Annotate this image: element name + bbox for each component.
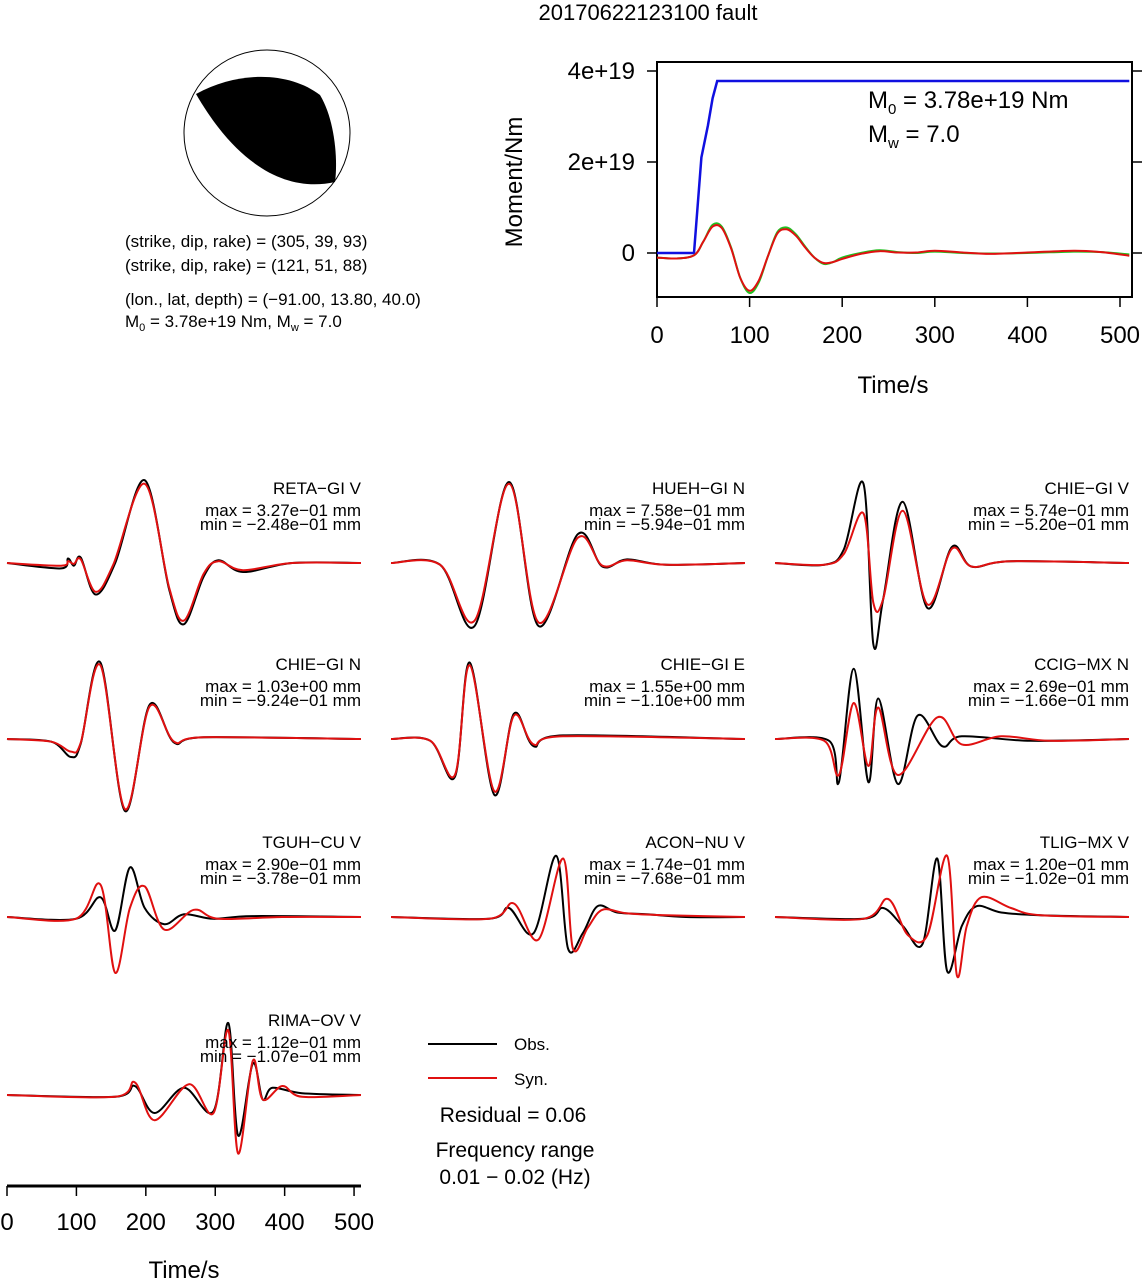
station-name: CHIE−GI V (1044, 479, 1129, 498)
observed-trace (6, 866, 362, 932)
beachball (183, 49, 351, 217)
station-name: CHIE−GI N (276, 655, 362, 674)
frequency-range-value: 0.01 − 0.02 (Hz) (439, 1166, 590, 1189)
legend: Obs. Syn. Residual = 0.06 Frequency rang… (428, 1035, 594, 1189)
station-min: min = −1.66e−01 mm (968, 691, 1129, 710)
station-max: max = 1.03e+00 mm (205, 677, 361, 696)
station-min: min = −5.20e−01 mm (968, 515, 1129, 534)
station-min: min = −3.78e−01 mm (200, 869, 361, 888)
moment-plot-lines (656, 79, 1130, 295)
legend-obs-label: Obs. (514, 1035, 550, 1054)
moment-xtick-label: 400 (1007, 322, 1047, 349)
nodal-plane-2: (strike, dip, rake) = (121, 51, 88) (125, 256, 367, 275)
moment-xtick-label: 100 (730, 322, 770, 349)
station-min: min = −2.48e−01 mm (200, 515, 361, 534)
cumulative-moment-line (657, 79, 1130, 255)
time-axis-tick-label: 0 (0, 1209, 13, 1236)
observed-trace (6, 1021, 362, 1137)
synthetic-trace (6, 1029, 362, 1155)
waveform-time-axis: 0 100 200 300 400 500 Time/s (0, 1184, 374, 1281)
synthetic-trace (774, 701, 1130, 777)
station-max: max = 5.74e−01 mm (973, 501, 1129, 520)
time-axis-label: Time/s (148, 1257, 219, 1281)
moment-rate-red-line (656, 224, 1130, 292)
moment-plot-ticks: 0 100 200 300 400 500 0 2e+19 4e+19 (568, 58, 1142, 349)
observed-trace (774, 667, 1130, 786)
station-name: CHIE−GI E (660, 655, 745, 674)
time-axis-tick-label: 100 (56, 1209, 96, 1236)
moment-summary: M0 = 3.78e+19 Nm, Mw = 7.0 (125, 312, 342, 334)
time-axis-tick-label: 500 (334, 1209, 374, 1236)
moment-xtick-label: 300 (915, 322, 955, 349)
residual-label: Residual = 0.06 (440, 1104, 587, 1127)
nodal-plane-1: (strike, dip, rake) = (305, 39, 93) (125, 232, 367, 251)
frequency-range-label: Frequency range (436, 1139, 595, 1162)
synthetic-trace (774, 509, 1130, 613)
station-min: min = −1.10e+00 mm (584, 691, 745, 710)
station-name: TGUH−CU V (262, 833, 361, 852)
moment-rate-chart: 0 100 200 300 400 500 0 2e+19 4e+19 M0 = 3.78e+1… (501, 58, 1142, 399)
station-max: max = 7.58e−01 mm (589, 501, 745, 520)
moment-annotation-m0: M0 = 3.78e+19 Nm (868, 87, 1068, 118)
mechanism-text: (strike, dip, rake) = (305, 39, 93) (str… (125, 232, 421, 334)
station-min: min = −9.24e−01 mm (200, 691, 361, 710)
station-max: max = 1.74e−01 mm (589, 855, 745, 874)
compressional-quadrant (196, 76, 337, 185)
moment-plot-frame (656, 61, 1133, 298)
moment-xtick-label: 0 (650, 322, 663, 349)
station-name: ACON−NU V (645, 833, 745, 852)
station-min: min = −1.02e−01 mm (968, 869, 1129, 888)
station-name: RETA−GI V (273, 479, 362, 498)
station-max: max = 3.27e−01 mm (205, 501, 361, 520)
station-min: min = −7.68e−01 mm (584, 869, 745, 888)
moment-ylabel: Moment/Nm (501, 117, 528, 248)
moment-ytick-label: 4e+19 (568, 58, 635, 85)
moment-ytick-label: 2e+19 (568, 149, 635, 176)
synthetic-trace (390, 482, 746, 624)
station-min: min = −1.07e−01 mm (200, 1047, 361, 1066)
event-location: (lon., lat, depth) = (−91.00, 13.80, 40.… (125, 290, 421, 309)
moment-xtick-label: 500 (1100, 322, 1140, 349)
time-axis-tick-label: 400 (265, 1209, 305, 1236)
moment-xtick-label: 200 (822, 322, 862, 349)
synthetic-trace (6, 482, 362, 622)
time-axis-ticks: 0 100 200 300 400 500 (0, 1186, 374, 1236)
station-max: max = 1.55e+00 mm (589, 677, 745, 696)
legend-syn-label: Syn. (514, 1070, 548, 1089)
station-name: TLIG−MX V (1040, 833, 1130, 852)
synthetic-trace (390, 857, 746, 953)
moment-ytick-label: 0 (622, 240, 635, 267)
moment-xlabel: Time/s (857, 372, 928, 399)
moment-rate-green-line (656, 222, 1130, 295)
station-max: max = 2.69e−01 mm (973, 677, 1129, 696)
moment-annotation-mw: Mw = 7.0 (868, 121, 960, 152)
synthetic-trace (390, 664, 746, 793)
station-name: CCIG−MX N (1034, 655, 1129, 674)
station-name: HUEH−GI N (652, 479, 745, 498)
station-max: max = 2.90e−01 mm (205, 855, 361, 874)
observed-trace (774, 857, 1130, 974)
time-axis-tick-label: 300 (195, 1209, 235, 1236)
station-name: RIMA−OV V (268, 1011, 362, 1030)
station-min: min = −5.94e−01 mm (584, 515, 745, 534)
time-axis-tick-label: 200 (126, 1209, 166, 1236)
synthetic-trace (6, 663, 362, 811)
station-max: max = 1.12e−01 mm (205, 1033, 361, 1052)
synthetic-trace (774, 854, 1130, 979)
figure-title: 20170622123100 fault (539, 0, 758, 25)
synthetic-trace (6, 882, 362, 974)
station-max: max = 1.20e−01 mm (973, 855, 1129, 874)
